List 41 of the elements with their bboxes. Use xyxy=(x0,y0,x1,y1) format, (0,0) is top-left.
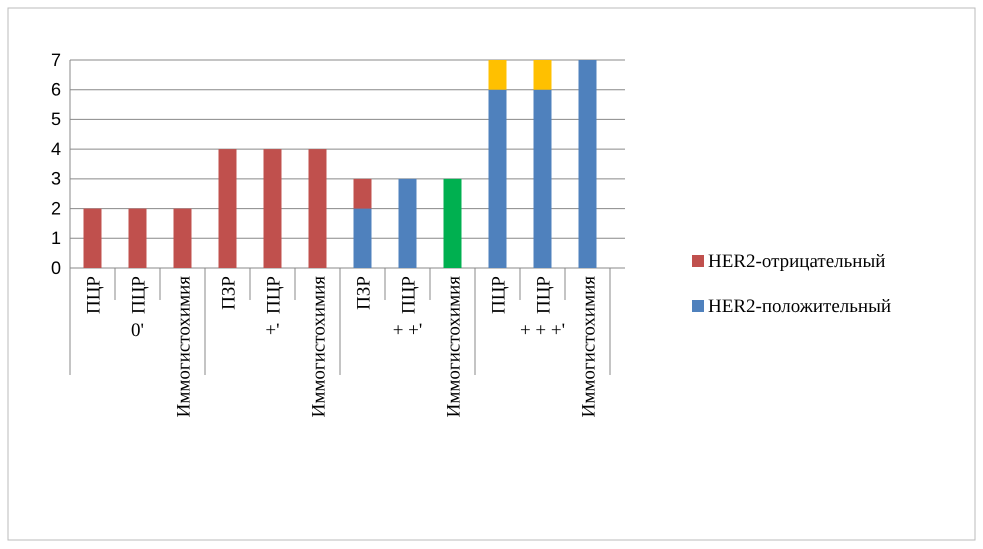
x-tick-label: Иммогистохимия xyxy=(308,276,330,418)
x-tick-label: ПЦР xyxy=(128,276,150,314)
y-tick-label: 3 xyxy=(50,168,61,189)
x-tick-label: ПЗР xyxy=(354,276,374,310)
x-tick-label: Иммогистохимия xyxy=(578,276,600,418)
bar xyxy=(578,60,596,268)
y-tick-label: 0 xyxy=(50,258,61,278)
bar xyxy=(488,60,506,90)
bar xyxy=(534,60,552,90)
x-tick-label: Иммогистохимия xyxy=(444,276,464,418)
bar xyxy=(444,178,462,268)
x-tick-label: ПЦР xyxy=(534,276,554,314)
text: + + +' xyxy=(520,320,566,341)
y-tick-label: 5 xyxy=(50,109,61,130)
bar xyxy=(354,208,372,268)
y-tick-label: 7 xyxy=(50,50,61,70)
x-tick-label: Иммогистохимия xyxy=(174,276,194,418)
x-tick-label: ПЦР xyxy=(84,276,104,314)
bar xyxy=(534,90,552,268)
bar xyxy=(218,149,236,268)
bar xyxy=(354,178,372,209)
x-tick-label: ПЗР xyxy=(218,276,240,310)
y-tick-label: 2 xyxy=(50,198,61,218)
x-tick-label: ПЦР xyxy=(398,276,420,314)
bar xyxy=(128,208,146,268)
x-tick-label: ПЦР xyxy=(264,276,284,314)
bar xyxy=(84,208,102,268)
legend-label: HER2-отрицательный xyxy=(708,251,886,272)
text: +' xyxy=(265,320,280,341)
x-tick-label: ПЦР xyxy=(488,276,510,314)
text: + +' xyxy=(392,320,422,341)
y-tick-label: 6 xyxy=(50,79,61,100)
text: 0' xyxy=(131,320,144,341)
bar xyxy=(308,149,326,268)
legend-label: HER2-положительный xyxy=(708,296,892,317)
y-tick-label: 4 xyxy=(50,138,61,159)
y-tick-label: 1 xyxy=(50,228,61,248)
bar xyxy=(398,178,416,268)
bar xyxy=(264,149,282,268)
bar xyxy=(488,90,506,268)
bar xyxy=(174,208,192,268)
